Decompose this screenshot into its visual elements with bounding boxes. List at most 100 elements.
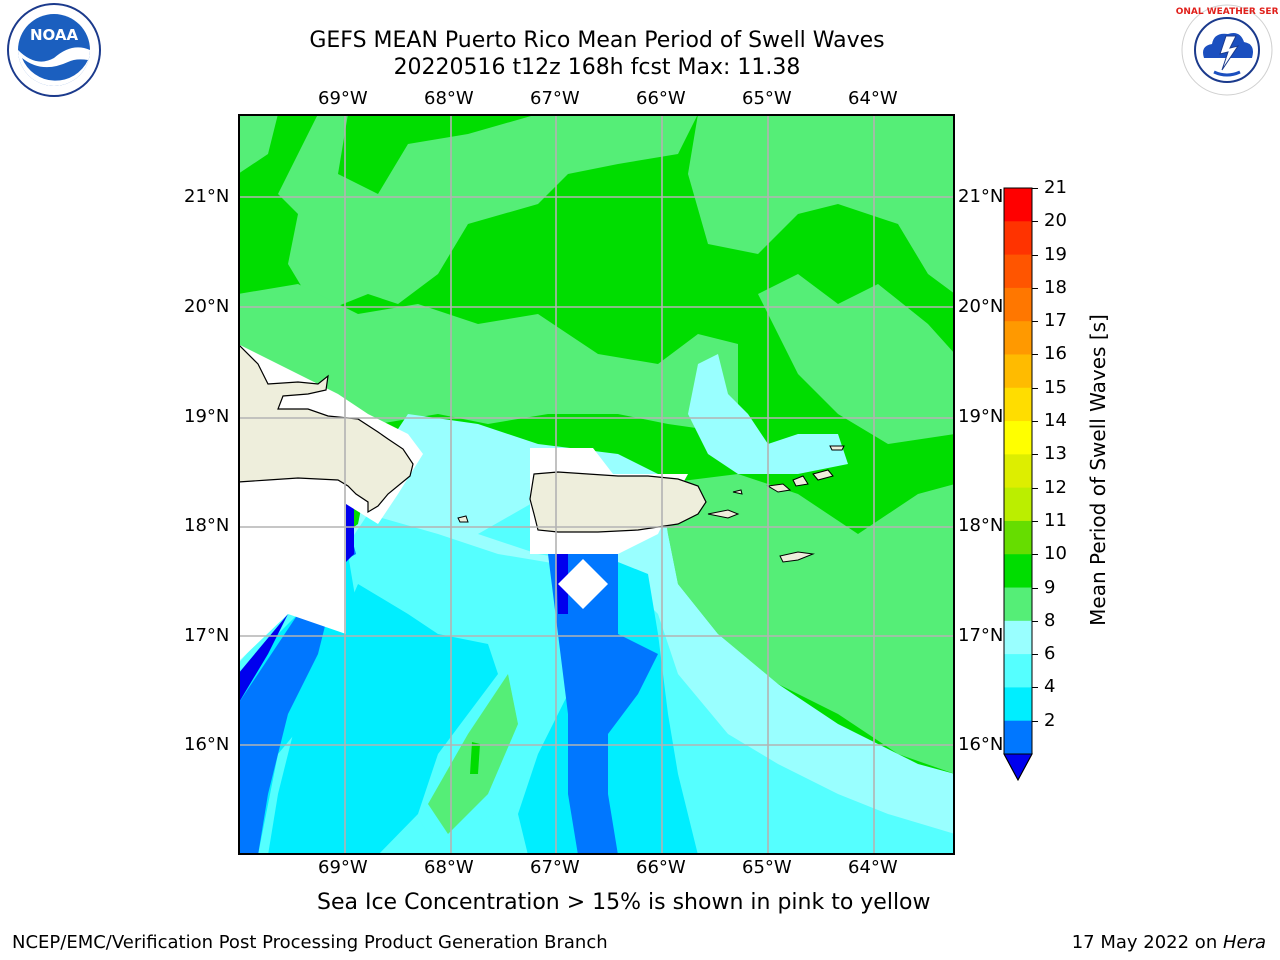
- lat-label-left: 18°N: [184, 515, 230, 536]
- contour-lightgreen: [688, 114, 955, 294]
- contour-blue: [548, 554, 658, 855]
- sea-ice-caption: Sea Ice Concentration > 15% is shown in …: [317, 890, 931, 915]
- colorbar-tick-label: 12: [1044, 476, 1067, 498]
- lat-label-right: 19°N: [958, 406, 1004, 427]
- contour-lightgreen: [278, 114, 698, 314]
- lon-label-top: 67°W: [530, 88, 580, 109]
- contour-lightgreen: [238, 114, 278, 174]
- contour-darkblue: [344, 504, 354, 564]
- colorbar-tick-mark: [1032, 188, 1038, 189]
- colorbar-swatch: [1004, 421, 1032, 455]
- colorbar-tick-label: 11: [1044, 509, 1067, 531]
- colorbar-tick-mark: [1032, 687, 1038, 689]
- contour-lightgreen: [758, 274, 955, 444]
- colorbar-tick-label: 6: [1044, 643, 1056, 665]
- footer-credit: NCEP/EMC/Verification Post Processing Pr…: [12, 932, 608, 953]
- colorbar-tick-label: 10: [1044, 543, 1067, 565]
- colorbar: [1000, 186, 1040, 786]
- footer-host: Hera: [1222, 932, 1266, 953]
- noaa-logo: NOAA: [2, 2, 106, 98]
- colorbar-tick-label: 16: [1044, 343, 1067, 365]
- map-panel: [238, 114, 955, 855]
- colorbar-tick-mark: [1032, 487, 1038, 489]
- colorbar-swatch: [1004, 287, 1032, 322]
- colorbar-tick-label: 9: [1044, 576, 1056, 598]
- lat-label-right: 21°N: [958, 186, 1004, 207]
- noaa-logo-text: NOAA: [30, 26, 79, 44]
- colorbar-swatch: [1004, 620, 1032, 655]
- contour-lightgreen: [238, 284, 738, 434]
- colorbar-swatch: [1004, 654, 1032, 688]
- virgin-islands: [766, 483, 792, 493]
- contour-lightgreen: [658, 474, 955, 774]
- map-frame: [238, 114, 955, 855]
- colorbar-tick-mark: [1032, 421, 1038, 423]
- lat-label-left: 20°N: [184, 296, 230, 317]
- chart-title-line2: 20220516 t12z 168h fcst Max: 11.38: [393, 55, 801, 80]
- lon-label-top: 64°W: [848, 88, 898, 109]
- colorbar-swatch: [1004, 454, 1032, 489]
- lat-label-right: 16°N: [958, 734, 1004, 755]
- lat-label-left: 21°N: [184, 186, 230, 207]
- mona-island: [457, 515, 469, 523]
- nws-logo-text: NATIONAL WEATHER SERVICE: [1176, 7, 1278, 17]
- colorbar-tick-label: 2: [1044, 709, 1056, 731]
- colorbar-tick-label: 19: [1044, 243, 1067, 265]
- contour-brightcyan: [268, 584, 498, 855]
- colorbar-swatch: [1004, 321, 1032, 355]
- footer-date: 17 May 2022 on Hera: [1072, 932, 1266, 953]
- colorbar-tick-label: 20: [1044, 210, 1067, 232]
- colorbar-tick-label: 14: [1044, 410, 1067, 432]
- colorbar-tick-label: 13: [1044, 443, 1067, 465]
- colorbar-tick-mark: [1032, 354, 1038, 356]
- lat-label-left: 19°N: [184, 406, 230, 427]
- colorbar-tick-mark: [1032, 254, 1038, 256]
- virgin-islands: [732, 489, 743, 495]
- swell-period-map: [238, 114, 955, 855]
- lon-label-top: 68°W: [424, 88, 474, 109]
- masked-area: [558, 559, 608, 609]
- colorbar-tick-label: 15: [1044, 376, 1067, 398]
- lon-label-bottom: 67°W: [530, 857, 580, 878]
- colorbar-label: Mean Period of Swell Waves [s]: [1086, 314, 1110, 626]
- colorbar-swatch: [1004, 520, 1032, 555]
- chart-title-line1: GEFS MEAN Puerto Rico Mean Period of Swe…: [309, 28, 885, 53]
- lon-label-bottom: 66°W: [636, 857, 686, 878]
- colorbar-ticks: 21 20 19 18 17 16 15 14 13 12 11 10 9 8 6 4 2: [1032, 177, 1080, 766]
- lat-label-left: 17°N: [184, 625, 230, 646]
- colorbar-swatch: [1004, 687, 1032, 722]
- contour-green: [470, 742, 480, 774]
- colorbar-tick-mark: [1032, 654, 1038, 656]
- virgin-islands: [792, 475, 809, 487]
- colorbar-swatch: [1004, 720, 1032, 755]
- colorbar-swatch: [1004, 254, 1032, 289]
- lon-label-top: 69°W: [318, 88, 368, 109]
- colorbar-extend-arrow: [1003, 753, 1033, 782]
- lon-label-bottom: 64°W: [848, 857, 898, 878]
- colorbar-tick-mark: [1032, 321, 1038, 323]
- colorbar-swatch: [1004, 221, 1032, 256]
- colorbar-tick-mark: [1032, 720, 1038, 722]
- colorbar-tick-mark: [1032, 520, 1038, 522]
- lon-label-bottom: 69°W: [318, 857, 368, 878]
- colorbar-tick-mark: [1032, 554, 1038, 556]
- anegada-island: [829, 445, 845, 451]
- lon-label-top: 65°W: [742, 88, 792, 109]
- colorbar-swatch: [1004, 487, 1032, 522]
- colorbar-tick-mark: [1032, 454, 1038, 456]
- colorbar-swatch: [1004, 387, 1032, 422]
- st-croix-island: [779, 551, 815, 563]
- colorbar-swatch: [1004, 354, 1032, 389]
- virgin-islands: [812, 469, 834, 481]
- colorbar-tick-label: 8: [1044, 609, 1056, 631]
- colorbar-swatch: [1004, 188, 1032, 222]
- colorbar-swatch: [1004, 587, 1032, 622]
- lon-label-top: 66°W: [636, 88, 686, 109]
- colorbar-tick-mark: [1032, 587, 1038, 589]
- colorbar-tick-label: 17: [1044, 310, 1067, 332]
- colorbar-tick-mark: [1032, 221, 1038, 223]
- colorbar-tick-mark: [1032, 620, 1038, 622]
- colorbar-tick-mark: [1032, 287, 1038, 289]
- lat-label-right: 20°N: [958, 296, 1004, 317]
- graticule: [238, 114, 955, 855]
